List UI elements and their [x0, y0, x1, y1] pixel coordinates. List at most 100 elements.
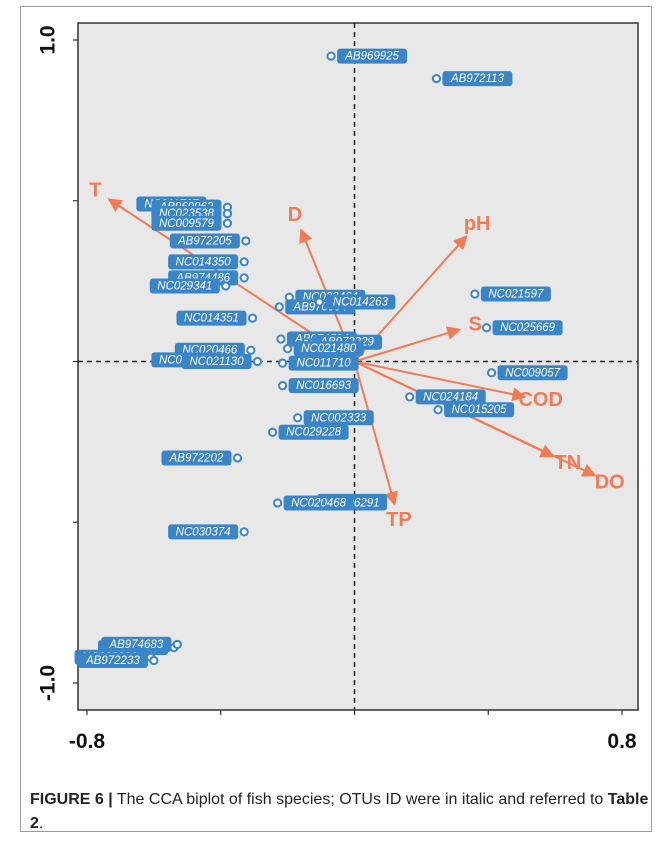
point-label-box: [480, 286, 551, 302]
caption-figure-label: FIGURE 6 |: [30, 791, 113, 808]
point-marker: [405, 392, 415, 402]
point-marker: [293, 413, 303, 423]
y-tick-label: -1.0: [37, 665, 60, 701]
point-label: NC014263: [333, 297, 389, 309]
point-label: NC029228: [286, 427, 342, 439]
point-marker: [314, 297, 324, 307]
point-marker: [433, 405, 443, 415]
point-label: NC024184: [423, 391, 478, 403]
point-marker: [239, 257, 249, 267]
point-label-box: [169, 233, 240, 249]
point-label-box: [293, 341, 364, 357]
point-label-box: [288, 378, 359, 394]
point-marker: [239, 273, 249, 283]
point-label-box: [149, 278, 220, 294]
point-label: AB969925: [344, 51, 399, 63]
vector-label: DO: [595, 471, 625, 493]
point-label: AB972113: [450, 73, 504, 85]
point-label: NC014351: [184, 313, 239, 325]
species-point: NC024184: [405, 389, 486, 405]
point-marker: [232, 453, 243, 463]
point-label: NC009057: [505, 367, 561, 379]
vector-label: D: [288, 204, 302, 226]
point-label: NC014350: [176, 256, 232, 268]
species-point: NC002333: [293, 410, 374, 426]
point-marker: [274, 302, 284, 312]
point-label-box: [325, 294, 396, 310]
x-tick-label: 0.8: [607, 730, 637, 753]
point-label: NC025669: [500, 322, 556, 334]
species-point: NC021130: [181, 354, 263, 369]
point-label: NC021480: [301, 343, 357, 355]
point-label: NC011710: [297, 358, 352, 370]
point-marker: [481, 323, 492, 333]
point-label-box: [176, 310, 247, 326]
x-tick-label: -0.8: [69, 730, 106, 753]
point-label-box: [492, 320, 563, 336]
point-marker: [241, 236, 251, 246]
point-label-box: [181, 354, 252, 369]
species-point: AB972113: [431, 71, 513, 87]
vector-arrow: [354, 360, 527, 402]
point-label-box: [288, 355, 359, 371]
point-marker: [276, 334, 286, 344]
point-label-box: [303, 410, 374, 426]
species-point: NC021597: [470, 286, 551, 302]
caption-table-ref: Table 2: [30, 791, 649, 832]
point-label: NC016693: [296, 380, 352, 392]
species-point: AB969925: [326, 48, 408, 64]
figure-caption: FIGURE 6 | The CCA biplot of fish specie…: [30, 788, 650, 836]
point-marker: [252, 356, 263, 367]
species-point: NC014263: [314, 294, 396, 310]
species-point: NC030374: [168, 524, 249, 540]
point-marker: [172, 639, 182, 650]
vector-label: pH: [464, 213, 491, 235]
vector-arrow: [354, 326, 462, 363]
species-point: NC009057: [486, 365, 568, 381]
point-label-box: [283, 495, 354, 511]
point-label-box: [101, 636, 172, 652]
point-label-box: [77, 652, 148, 668]
species-point: NC014350: [168, 254, 249, 270]
species-point: NC020468: [272, 495, 354, 511]
point-label: NC015205: [452, 404, 508, 416]
species-point: AB972205: [169, 233, 251, 249]
point-marker: [149, 655, 159, 666]
point-label: NC021130: [189, 356, 244, 368]
species-point: AB974683: [101, 636, 182, 652]
species-point: NC015205: [433, 402, 515, 418]
species-point: NC029341: [149, 278, 231, 294]
species-point: AB972233: [77, 652, 159, 668]
point-marker: [470, 289, 480, 299]
point-label: NC002333: [311, 412, 367, 424]
point-label: NC029341: [157, 280, 212, 292]
vector-label: S: [468, 314, 481, 336]
species-point: NC014351: [176, 310, 258, 326]
species-point: NC025669: [481, 320, 563, 336]
caption-text: The CCA biplot of fish species; OTUs ID …: [112, 791, 608, 808]
point-label: AB972202: [169, 452, 224, 464]
point-label-box: [497, 365, 568, 381]
point-label-box: [442, 71, 513, 87]
point-marker: [247, 313, 258, 323]
point-label-box: [168, 524, 239, 540]
point-marker: [431, 73, 442, 84]
point-label-box: [337, 48, 408, 64]
point-marker: [239, 527, 249, 537]
point-marker: [246, 345, 256, 355]
point-label: NC021597: [488, 288, 544, 300]
point-label-box: [278, 424, 349, 440]
species-point: NC011710: [278, 355, 359, 371]
point-label: NC020468: [291, 497, 347, 509]
point-marker: [326, 51, 336, 61]
species-point: NC029228: [267, 424, 349, 440]
vector-label: COD: [518, 389, 562, 411]
point-marker: [222, 209, 233, 219]
vector-label: T: [89, 179, 101, 201]
point-marker: [222, 218, 233, 228]
point-marker: [278, 358, 288, 368]
point-marker: [283, 344, 293, 354]
point-label: AB974683: [108, 639, 163, 651]
